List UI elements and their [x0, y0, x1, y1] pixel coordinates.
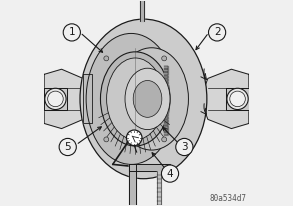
Ellipse shape	[133, 81, 162, 117]
Text: 80a534d7: 80a534d7	[210, 194, 247, 203]
Polygon shape	[164, 72, 168, 75]
Polygon shape	[164, 88, 168, 91]
Polygon shape	[83, 74, 92, 123]
Circle shape	[45, 88, 66, 110]
Circle shape	[127, 130, 142, 146]
Polygon shape	[164, 85, 168, 88]
Circle shape	[104, 137, 109, 142]
Ellipse shape	[107, 58, 164, 140]
Polygon shape	[205, 69, 249, 129]
Polygon shape	[129, 164, 136, 206]
Polygon shape	[164, 126, 168, 129]
Circle shape	[161, 165, 179, 182]
Circle shape	[176, 138, 193, 156]
Polygon shape	[164, 117, 168, 119]
Polygon shape	[164, 95, 168, 97]
Polygon shape	[140, 0, 144, 21]
Polygon shape	[164, 114, 168, 116]
Ellipse shape	[80, 19, 207, 179]
Polygon shape	[164, 129, 168, 132]
Ellipse shape	[100, 52, 170, 146]
Text: 5: 5	[64, 142, 71, 152]
Polygon shape	[164, 123, 168, 125]
Polygon shape	[164, 104, 168, 107]
Circle shape	[230, 91, 245, 107]
Circle shape	[63, 24, 80, 41]
Polygon shape	[164, 101, 168, 103]
Text: 3: 3	[181, 142, 188, 152]
Polygon shape	[164, 66, 168, 69]
Text: 1: 1	[69, 27, 75, 37]
Polygon shape	[164, 76, 168, 78]
Polygon shape	[226, 88, 249, 110]
Polygon shape	[164, 79, 168, 81]
Circle shape	[209, 24, 226, 41]
Ellipse shape	[115, 48, 188, 150]
Polygon shape	[164, 91, 168, 94]
Polygon shape	[164, 82, 168, 84]
Polygon shape	[44, 69, 86, 129]
Polygon shape	[164, 110, 168, 113]
Ellipse shape	[125, 68, 170, 130]
Polygon shape	[164, 69, 168, 72]
Polygon shape	[129, 164, 170, 171]
Circle shape	[162, 56, 167, 61]
Circle shape	[48, 91, 63, 107]
Text: 2: 2	[214, 27, 220, 37]
Polygon shape	[157, 171, 161, 206]
Polygon shape	[164, 98, 168, 100]
Polygon shape	[164, 132, 168, 135]
Circle shape	[162, 137, 167, 142]
Text: 4: 4	[167, 169, 173, 179]
Polygon shape	[164, 107, 168, 110]
Ellipse shape	[86, 33, 176, 164]
Circle shape	[104, 56, 109, 61]
Circle shape	[59, 138, 76, 156]
Circle shape	[227, 88, 248, 110]
Polygon shape	[164, 120, 168, 122]
Polygon shape	[44, 88, 67, 110]
